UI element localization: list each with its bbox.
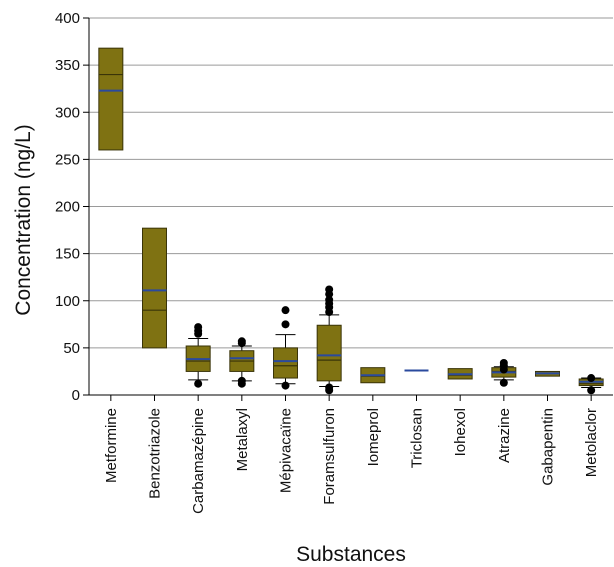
y-tick-label: 250 [55, 151, 80, 168]
x-tick-label: Benzotriazole [147, 408, 164, 499]
y-tick-label: 100 [55, 293, 80, 310]
box-body [142, 227, 167, 349]
outlier-point [281, 381, 290, 390]
outlier-point [499, 358, 508, 367]
box-7 [360, 367, 386, 384]
outlier-point [237, 376, 246, 385]
box-10 [491, 358, 517, 387]
box-2 [142, 227, 167, 349]
boxes [98, 47, 604, 395]
box-body [98, 47, 124, 151]
box-5 [273, 306, 298, 390]
outlier-point [325, 295, 334, 304]
box-body [273, 347, 298, 379]
axes: 0 50 100 150 200 250 300 350 400 Metformine Benzot… [55, 10, 613, 514]
outlier-point [325, 285, 334, 294]
x-tick-label: Gabapentin [540, 408, 557, 486]
outlier-point [499, 378, 508, 387]
box-11 [535, 370, 560, 377]
y-tick-label: 200 [55, 199, 80, 216]
x-tick-label: Iohexol [452, 408, 469, 456]
outlier-point [587, 374, 596, 383]
box-6 [316, 285, 342, 395]
x-tick-label: Mépivacaïne [278, 408, 295, 493]
y-tick-label: 350 [55, 57, 80, 74]
y-tick-label: 300 [55, 104, 80, 121]
outlier-point [281, 320, 290, 329]
outlier-point [281, 306, 290, 315]
outlier-point [587, 386, 596, 395]
y-tick-label: 150 [55, 246, 80, 263]
x-tick-label: Atrazine [496, 408, 513, 463]
x-tick-label: Carbamazépine [190, 408, 207, 514]
outlier-point [325, 383, 334, 392]
box-12 [578, 374, 604, 395]
x-tick-label: Metolaclor [583, 408, 600, 477]
x-tick-label: Metalaxyl [234, 408, 251, 471]
x-tick-label: Metformine [103, 408, 120, 483]
x-tick-label: Foramsulfuron [321, 408, 338, 505]
box-9 [447, 368, 473, 380]
box-3 [185, 323, 211, 388]
y-tick-label: 50 [63, 340, 80, 357]
y-axis-title: Concentration (ng/L) [12, 124, 35, 315]
outlier-point [194, 379, 203, 388]
gridlines [89, 17, 613, 349]
x-axis-title: Substances [296, 543, 406, 566]
box-body [316, 324, 342, 382]
outlier-point [237, 337, 246, 346]
box-4 [229, 337, 255, 388]
x-tick-label: Iomeprol [365, 408, 382, 466]
y-tick-label: 400 [55, 10, 80, 27]
box-1 [98, 47, 124, 151]
x-tick-label: Triclosan [409, 408, 426, 468]
outlier-point [194, 323, 203, 332]
y-tick-label: 0 [72, 387, 80, 404]
